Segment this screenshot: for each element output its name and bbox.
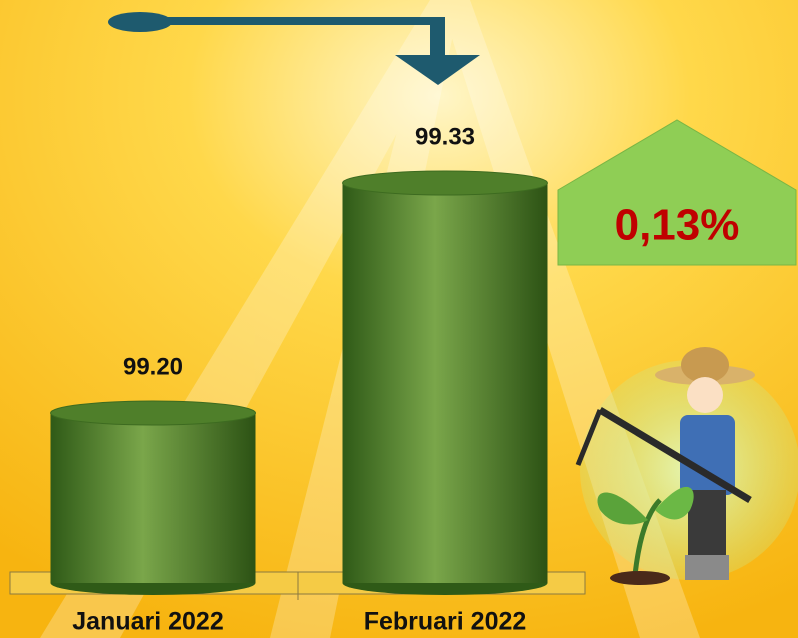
- arrow-decoration: [108, 12, 480, 85]
- bar-top: [342, 170, 548, 196]
- annotation-box: 0,13%: [557, 119, 797, 266]
- bar: [342, 183, 548, 583]
- annotation: 0,13%: [615, 201, 740, 250]
- bar-top: [50, 400, 256, 426]
- value-label: 99.20: [123, 353, 183, 380]
- farmer-illustration: [575, 347, 798, 585]
- value-label: 99.33: [415, 123, 475, 150]
- x-tick-label: Februari 2022: [364, 608, 527, 636]
- x-tick-label: Januari 2022: [72, 608, 224, 636]
- bars: [50, 170, 548, 595]
- bar: [50, 413, 256, 583]
